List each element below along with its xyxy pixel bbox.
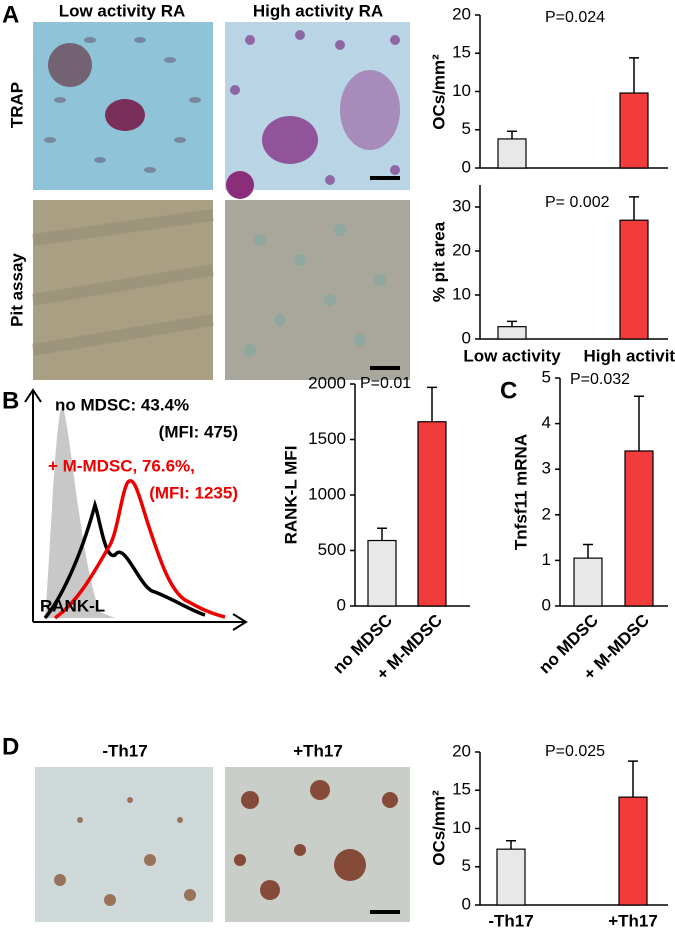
y-axis-label: OCs/mm² bbox=[429, 54, 448, 130]
annotation: P=0.01 bbox=[360, 375, 411, 392]
panel-label: A bbox=[2, 1, 19, 28]
y-tick-label: 20 bbox=[452, 741, 471, 760]
annotation: P=0.025 bbox=[545, 743, 605, 760]
y-tick-label: 15 bbox=[452, 780, 471, 799]
bar bbox=[497, 138, 527, 169]
y-tick-label: 20 bbox=[452, 240, 471, 259]
y-axis-label: RANK-L MFI bbox=[281, 446, 300, 545]
legend-text: (MFI: 475) bbox=[159, 422, 238, 441]
x-tick-label: +Th17 bbox=[608, 911, 658, 930]
y-tick-label: 0 bbox=[542, 595, 551, 614]
micrograph bbox=[225, 22, 410, 199]
legend-text: + M-MDSC, 76.6%, bbox=[48, 456, 195, 475]
legend-text: no MDSC: 43.4% bbox=[55, 395, 189, 414]
error-bar bbox=[507, 320, 517, 327]
y-axis-label: Tnfsf11 mRNA bbox=[511, 434, 530, 550]
y-tick-label: 5 bbox=[462, 119, 471, 138]
micrograph bbox=[33, 22, 213, 190]
column-title: Low activity RA bbox=[59, 1, 186, 20]
y-tick-label: 15 bbox=[452, 43, 471, 62]
column-title: +Th17 bbox=[293, 741, 343, 760]
row-label: Pit assay bbox=[7, 253, 26, 327]
annotation: P=0.024 bbox=[545, 9, 605, 26]
bar bbox=[619, 219, 649, 340]
error-bar bbox=[583, 543, 593, 559]
micrograph bbox=[32, 200, 214, 380]
annotation: P=0.032 bbox=[570, 371, 630, 388]
error-bar bbox=[629, 196, 639, 221]
y-tick-label: 10 bbox=[452, 284, 471, 303]
x-tick-label: -Th17 bbox=[488, 911, 533, 930]
error-bar bbox=[506, 839, 516, 850]
y-tick-label: 5 bbox=[462, 856, 471, 875]
y-tick-label: 2 bbox=[542, 504, 551, 523]
bar bbox=[496, 848, 526, 906]
bar bbox=[618, 796, 648, 906]
error-bar bbox=[634, 395, 644, 451]
annotation: P= 0.002 bbox=[545, 194, 610, 211]
y-tick-label: 0 bbox=[462, 157, 471, 176]
x-tick-label: Low activity bbox=[463, 346, 561, 365]
legend-text: (MFI: 1235) bbox=[149, 483, 238, 502]
y-tick-label: 20 bbox=[452, 4, 471, 23]
bar bbox=[367, 539, 397, 607]
y-tick-label: 1500 bbox=[308, 429, 346, 448]
micrograph bbox=[35, 767, 213, 922]
error-bar bbox=[377, 527, 387, 541]
y-tick-label: 10 bbox=[452, 81, 471, 100]
bar bbox=[497, 326, 527, 340]
panel-label: B bbox=[2, 387, 19, 414]
error-bar bbox=[507, 130, 517, 139]
x-axis-label: RANK-L bbox=[40, 596, 105, 615]
y-tick-label: 0 bbox=[337, 595, 346, 614]
error-bar bbox=[629, 57, 639, 94]
y-tick-label: 4 bbox=[542, 413, 551, 432]
histogram-overlay bbox=[24, 388, 248, 631]
y-axis-label: % pit area bbox=[429, 221, 448, 302]
x-tick-label: High activity bbox=[583, 346, 675, 365]
panel-label: D bbox=[2, 733, 19, 760]
bar bbox=[624, 450, 654, 607]
bar bbox=[619, 92, 649, 169]
y-tick-label: 2000 bbox=[308, 373, 346, 392]
y-axis-label: OCs/mm² bbox=[429, 790, 448, 866]
panel-label: C bbox=[500, 377, 517, 404]
error-bar bbox=[427, 386, 437, 422]
y-tick-label: 500 bbox=[318, 540, 346, 559]
column-title: High activity RA bbox=[253, 1, 383, 20]
y-tick-label: 30 bbox=[452, 196, 471, 215]
y-tick-label: 10 bbox=[452, 818, 471, 837]
row-label: TRAP bbox=[7, 82, 26, 128]
bar bbox=[417, 421, 447, 607]
y-tick-label: 5 bbox=[542, 367, 551, 386]
micrograph bbox=[225, 767, 410, 922]
column-title: -Th17 bbox=[102, 741, 147, 760]
y-tick-label: 1000 bbox=[308, 484, 346, 503]
y-tick-label: 1 bbox=[542, 550, 551, 569]
micrograph bbox=[225, 200, 410, 380]
y-tick-label: 0 bbox=[462, 328, 471, 347]
error-bar bbox=[628, 760, 638, 798]
bar bbox=[573, 557, 603, 607]
y-tick-label: 0 bbox=[462, 894, 471, 913]
y-tick-label: 3 bbox=[542, 459, 551, 478]
